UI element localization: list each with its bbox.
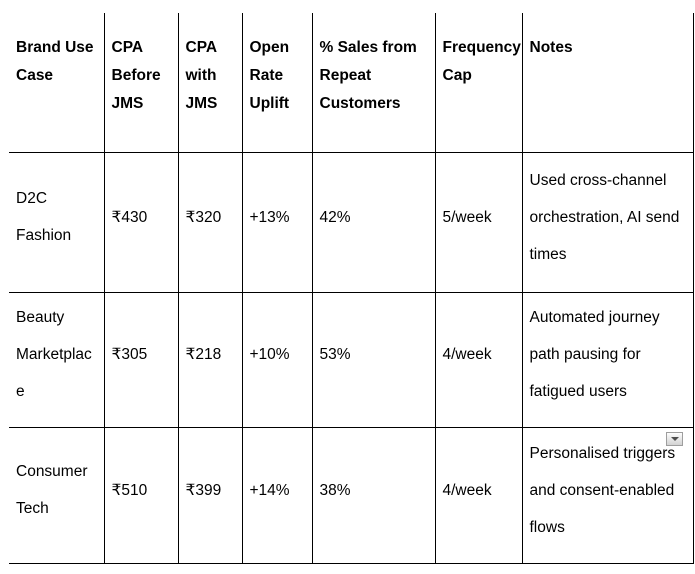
chevron-down-icon xyxy=(670,437,679,441)
header-cpa-before-jms[interactable]: CPA Before JMS xyxy=(103,13,179,153)
header-frequency-cap[interactable]: Frequency Cap xyxy=(434,13,523,153)
cell-frequency-cap[interactable]: 4/week xyxy=(434,291,523,428)
cell-notes[interactable]: Automated journey path pausing for fatig… xyxy=(521,291,694,428)
cell-frequency-cap[interactable]: 4/week xyxy=(434,426,523,564)
cell-cpa-with[interactable]: ₹320 xyxy=(177,151,243,293)
cell-repeat-sales[interactable]: 53% xyxy=(311,291,436,428)
header-cpa-with-jms[interactable]: CPA with JMS xyxy=(177,13,243,153)
cell-open-rate-uplift[interactable]: +13% xyxy=(241,151,313,293)
cell-repeat-sales[interactable]: 42% xyxy=(311,151,436,293)
cell-brand[interactable]: Consumer Tech xyxy=(9,426,105,564)
header-notes[interactable]: Notes xyxy=(521,13,694,153)
table-row-consumer-tech: Consumer Tech ₹510 ₹399 +14% 38% 4/week … xyxy=(9,426,694,564)
cell-notes[interactable]: Personalised triggers and consent-enable… xyxy=(521,426,694,564)
table-row-beauty-marketplace: Beauty Marketplace ₹305 ₹218 +10% 53% 4/… xyxy=(9,291,694,428)
cell-cpa-before[interactable]: ₹510 xyxy=(103,426,179,564)
table-row-d2c-fashion: D2C Fashion ₹430 ₹320 +13% 42% 5/week Us… xyxy=(9,151,694,293)
cell-cpa-with[interactable]: ₹218 xyxy=(177,291,243,428)
cell-cpa-before[interactable]: ₹305 xyxy=(103,291,179,428)
brand-use-case-table: Brand Use Case CPA Before JMS CPA with J… xyxy=(9,13,694,564)
cell-brand[interactable]: D2C Fashion xyxy=(9,151,105,293)
cell-repeat-sales[interactable]: 38% xyxy=(311,426,436,564)
cell-frequency-cap[interactable]: 5/week xyxy=(434,151,523,293)
table-dropdown-button[interactable] xyxy=(666,432,683,446)
cell-open-rate-uplift[interactable]: +14% xyxy=(241,426,313,564)
cell-open-rate-uplift[interactable]: +10% xyxy=(241,291,313,428)
cell-cpa-before[interactable]: ₹430 xyxy=(103,151,179,293)
cell-cpa-with[interactable]: ₹399 xyxy=(177,426,243,564)
header-brand-use-case[interactable]: Brand Use Case xyxy=(9,13,105,153)
table-header-row: Brand Use Case CPA Before JMS CPA with J… xyxy=(9,13,694,153)
header-open-rate-uplift[interactable]: Open Rate Uplift xyxy=(241,13,313,153)
cell-brand[interactable]: Beauty Marketplace xyxy=(9,291,105,428)
cell-notes[interactable]: Used cross-channel orchestration, AI sen… xyxy=(521,151,694,293)
header-repeat-sales[interactable]: % Sales from Repeat Customers xyxy=(311,13,436,153)
